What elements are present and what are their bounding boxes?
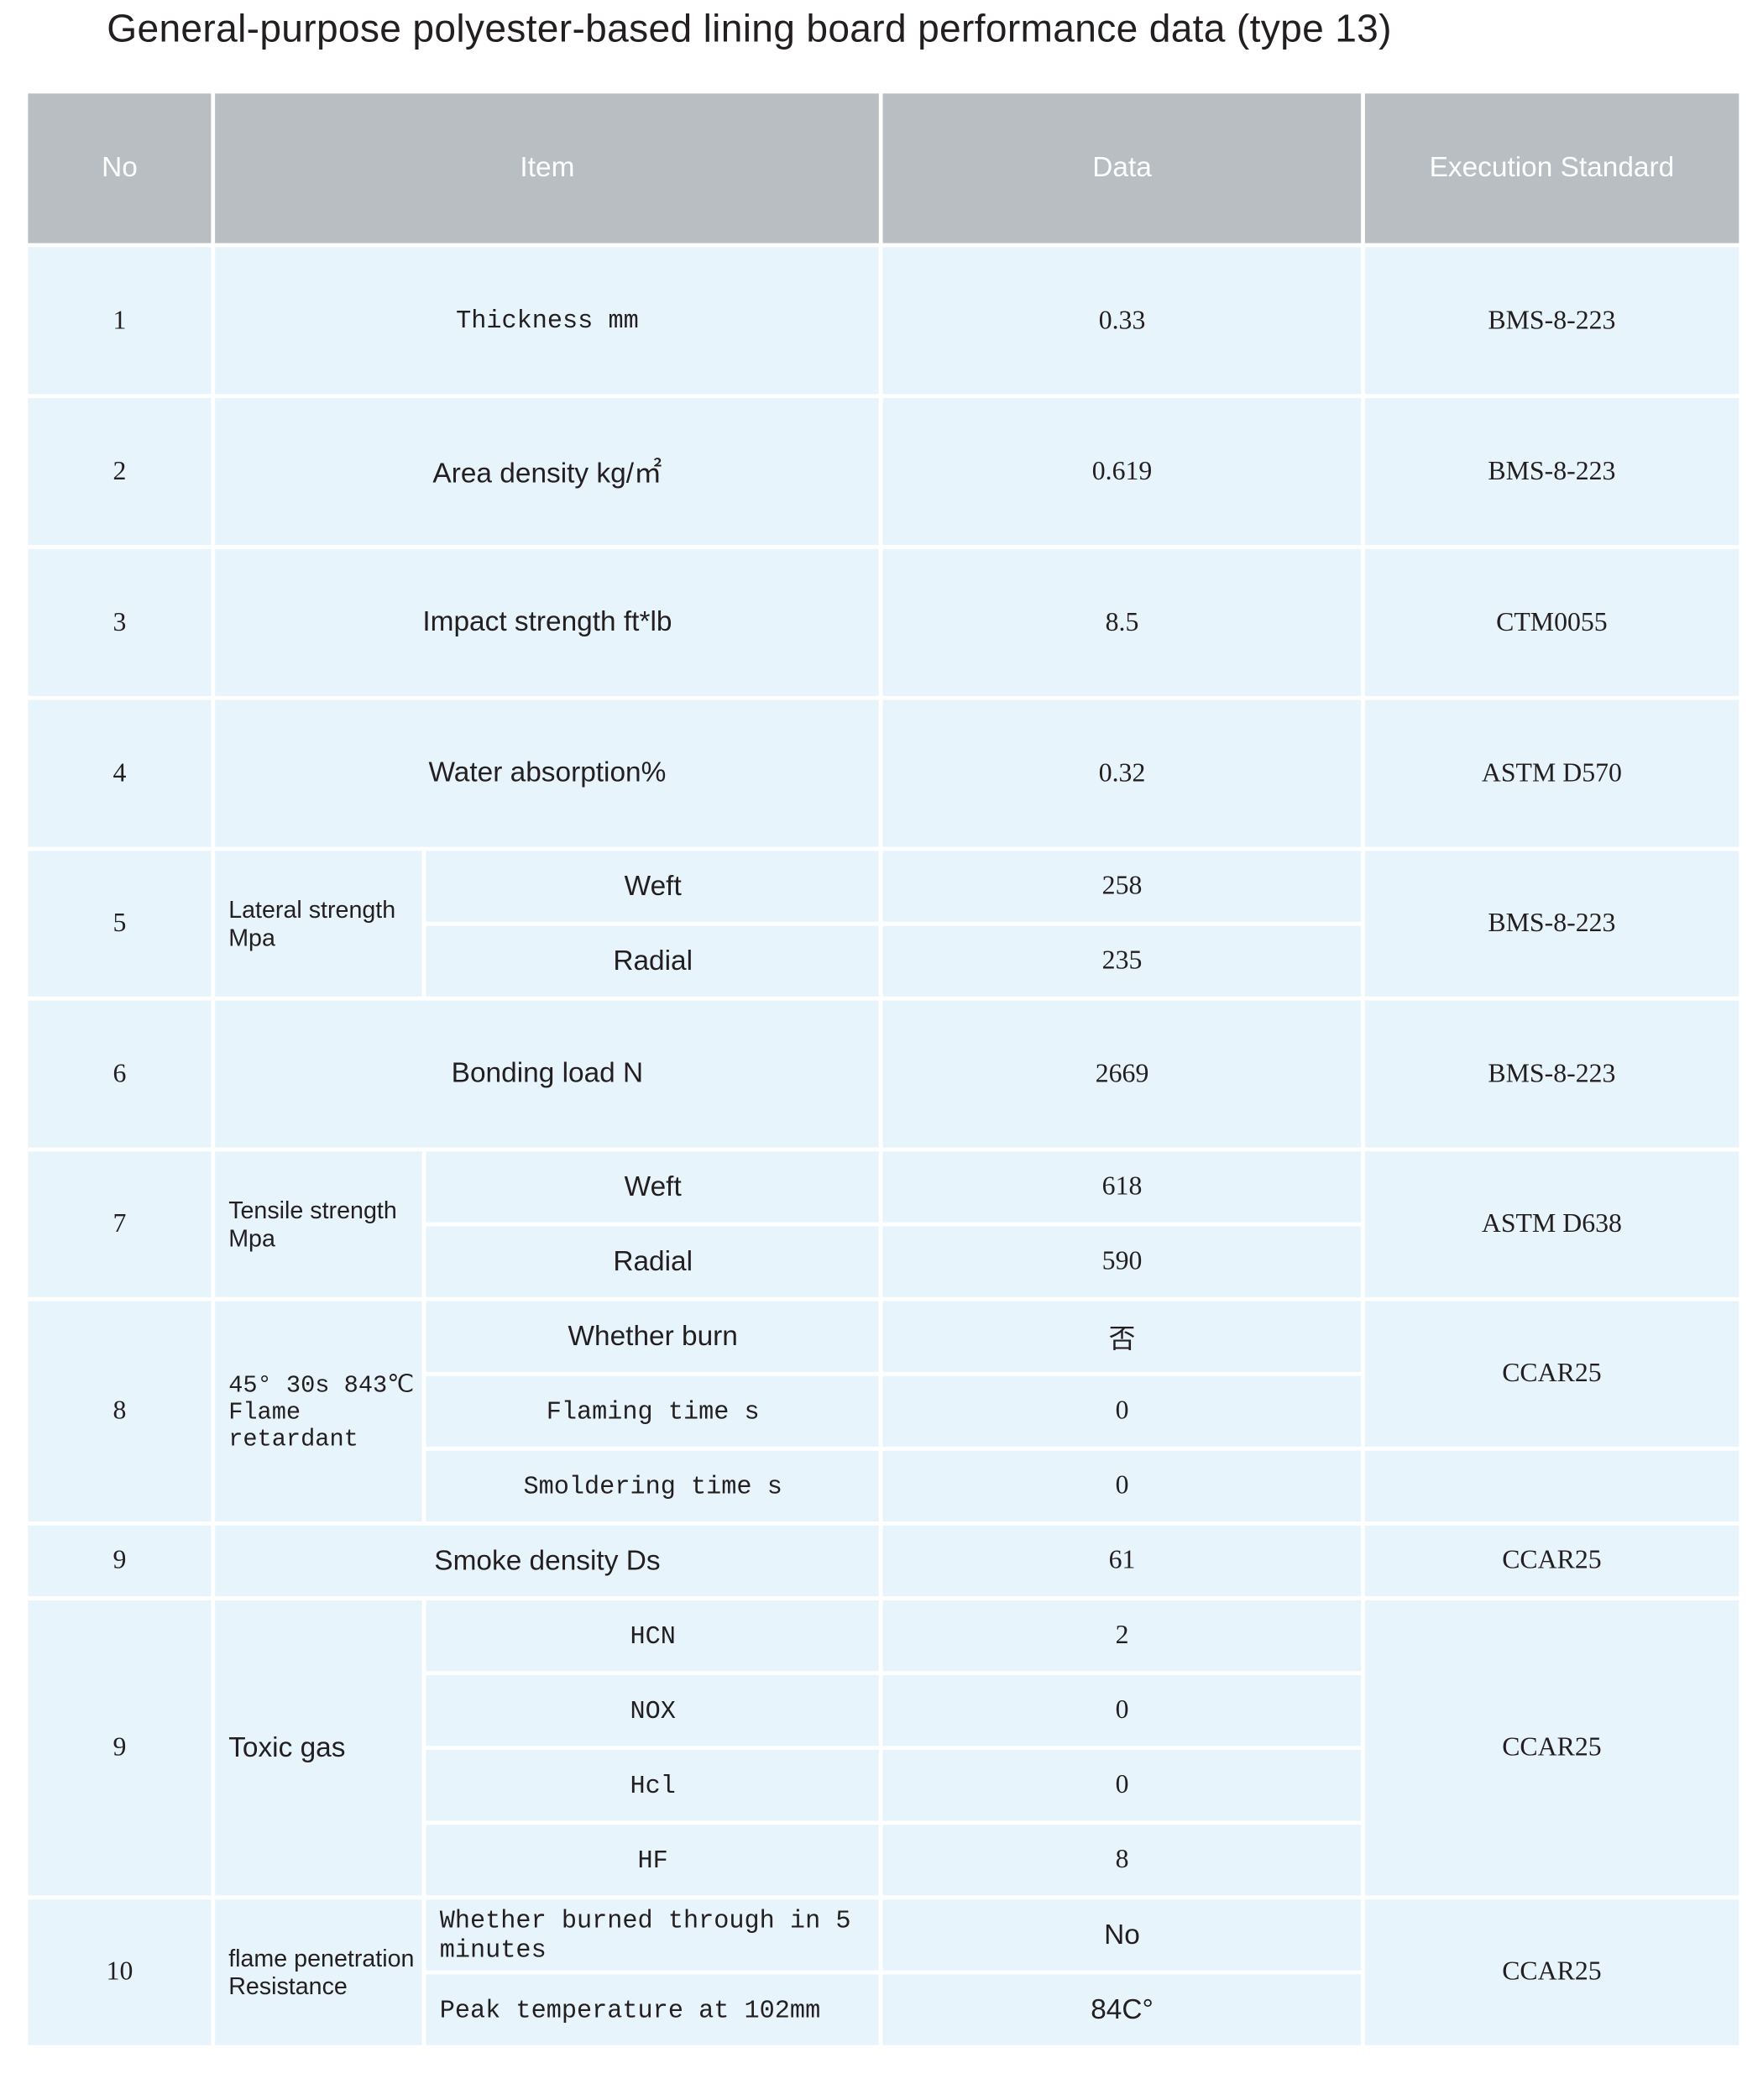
header-no: No: [28, 93, 212, 244]
table-row: 6 Bonding load N 2669 BMS-8-223: [28, 1000, 1739, 1148]
sub-item-label: Radial: [426, 925, 880, 997]
sub-item-data: 0: [883, 1375, 1361, 1447]
sub-item-data: 618: [883, 1151, 1361, 1223]
row-data: 0.32: [883, 699, 1361, 847]
table-sub-row: Hcl 0: [28, 1750, 1739, 1821]
table-sub-row: Peak temperature at 102mm 84C°: [28, 1974, 1739, 2045]
table-row: 2 Area density kg/㎡ 0.619 BMS-8-223: [28, 398, 1739, 546]
row-standard: BMS-8-223: [1364, 247, 1739, 395]
row-data: 0.33: [883, 247, 1361, 395]
sub-item-label: HF: [426, 1825, 880, 1896]
row-item: Bonding load N: [215, 1000, 880, 1148]
header-data: Data: [883, 93, 1361, 244]
sub-item-data: 84C°: [883, 1974, 1361, 2045]
table-row: 3 Impact strength ft*lb 8.5 CTM0055: [28, 548, 1739, 696]
header-standard: Execution Standard: [1364, 93, 1739, 244]
sub-item-data: 否: [883, 1301, 1361, 1372]
row-data: 8.5: [883, 548, 1361, 696]
sub-item-label: Flaming time s: [426, 1375, 880, 1447]
row-item: Lateral strength Mpa: [215, 851, 423, 997]
table-row: 1 Thickness mm 0.33 BMS-8-223: [28, 247, 1739, 395]
sub-item-label: Peak temperature at 102mm: [426, 1974, 880, 2045]
header-item: Item: [215, 93, 880, 244]
row-standard: [1364, 1450, 1739, 1522]
row-standard: CCAR25: [1364, 1899, 1739, 2045]
table-sub-row: 8 45° 30s 843℃ Flame retardant Whether bur…: [28, 1301, 1739, 1522]
row-number: 5: [28, 851, 212, 997]
sub-item-label: Radial: [426, 1226, 880, 1297]
table-sub-row: 9 Toxic gas HCN 2 CCAR25: [28, 1600, 1739, 1896]
row-number: 9: [28, 1600, 212, 1896]
row-number: 7: [28, 1151, 212, 1297]
table-sub-row: Radial 590: [28, 1226, 1739, 1297]
table-sub-row: NOX 0: [28, 1674, 1739, 1747]
table-sub-row: 5 Lateral strength Mpa Weft 258 BMS-8-223: [28, 851, 1739, 997]
row-standard: CCAR25: [1364, 1525, 1739, 1597]
row-data: 61: [883, 1525, 1361, 1597]
row-number: 9: [28, 1525, 212, 1597]
row-standard: BMS-8-223: [1364, 398, 1739, 546]
sub-item-label: NOX: [426, 1674, 880, 1747]
row-number: 3: [28, 548, 212, 696]
row-number: 1: [28, 247, 212, 395]
row-standard: BMS-8-223: [1364, 851, 1739, 997]
table-sub-row: 10 flame penetration Resistance Whether bu…: [28, 1899, 1739, 2045]
row-item: Water absorption%: [215, 699, 880, 847]
row-standard: CCAR25: [1364, 1600, 1739, 1896]
row-data: 2669: [883, 1000, 1361, 1148]
row-number: 4: [28, 699, 212, 847]
sub-item-data: 0: [883, 1674, 1361, 1747]
page-title: General-purpose polyester-based lining b…: [107, 8, 1392, 51]
sub-item-data: 0: [883, 1450, 1361, 1522]
row-item: 45° 30s 843℃ Flame retardant: [215, 1301, 423, 1522]
sub-item-data: 2: [883, 1600, 1361, 1672]
sub-item-data: 8: [883, 1825, 1361, 1896]
sub-item-data: 590: [883, 1226, 1361, 1297]
sub-item-data: 0: [883, 1750, 1361, 1821]
row-item: Impact strength ft*lb: [215, 548, 880, 696]
row-standard: CTM0055: [1364, 548, 1739, 696]
sub-item-data: No: [883, 1899, 1361, 1971]
row-standard: ASTM D570: [1364, 699, 1739, 847]
row-item: Toxic gas: [215, 1600, 423, 1896]
sub-item-label: Whether burn: [426, 1301, 880, 1372]
sub-item-label: HCN: [426, 1600, 880, 1672]
table-sub-row: Radial 235: [28, 925, 1739, 997]
row-item: Smoke density Ds: [215, 1525, 880, 1597]
row-item: flame penetration Resistance: [215, 1899, 423, 2045]
row-item: Area density kg/㎡: [215, 398, 880, 546]
row-number: 2: [28, 398, 212, 546]
table-sub-row: 7 Tensile strength Mpa Weft 618 ASTM D638: [28, 1151, 1739, 1297]
row-standard: ASTM D638: [1364, 1151, 1739, 1297]
row-number: 10: [28, 1899, 212, 2045]
table-row: 9 Smoke density Ds 61 CCAR25: [28, 1525, 1739, 1597]
sub-item-data: 235: [883, 925, 1361, 997]
sub-item-label: Weft: [426, 851, 880, 922]
sub-item-label: Weft: [426, 1151, 880, 1223]
sub-item-label: Hcl: [426, 1750, 880, 1821]
table-row: 4 Water absorption% 0.32 ASTM D570: [28, 699, 1739, 847]
table-body: 1 Thickness mm 0.33 BMS-8-223 2 Area density …: [28, 247, 1739, 2045]
row-data: 0.619: [883, 398, 1361, 546]
row-number: 6: [28, 1000, 212, 1148]
sub-item-label: Whether burned through in 5 minutes: [426, 1899, 880, 1971]
sub-item-label: Smoldering time s: [426, 1450, 880, 1522]
row-number: 8: [28, 1301, 212, 1522]
row-item: Tensile strength Mpa: [215, 1151, 423, 1297]
row-item: Thickness mm: [215, 247, 880, 395]
row-standard: CCAR25: [1364, 1301, 1739, 1447]
row-standard: BMS-8-223: [1364, 1000, 1739, 1148]
performance-table: No Item Data Execution Standard 1 Thickne…: [24, 90, 1743, 2050]
sub-item-data: 258: [883, 851, 1361, 922]
table-sub-row: HF 8: [28, 1825, 1739, 1896]
